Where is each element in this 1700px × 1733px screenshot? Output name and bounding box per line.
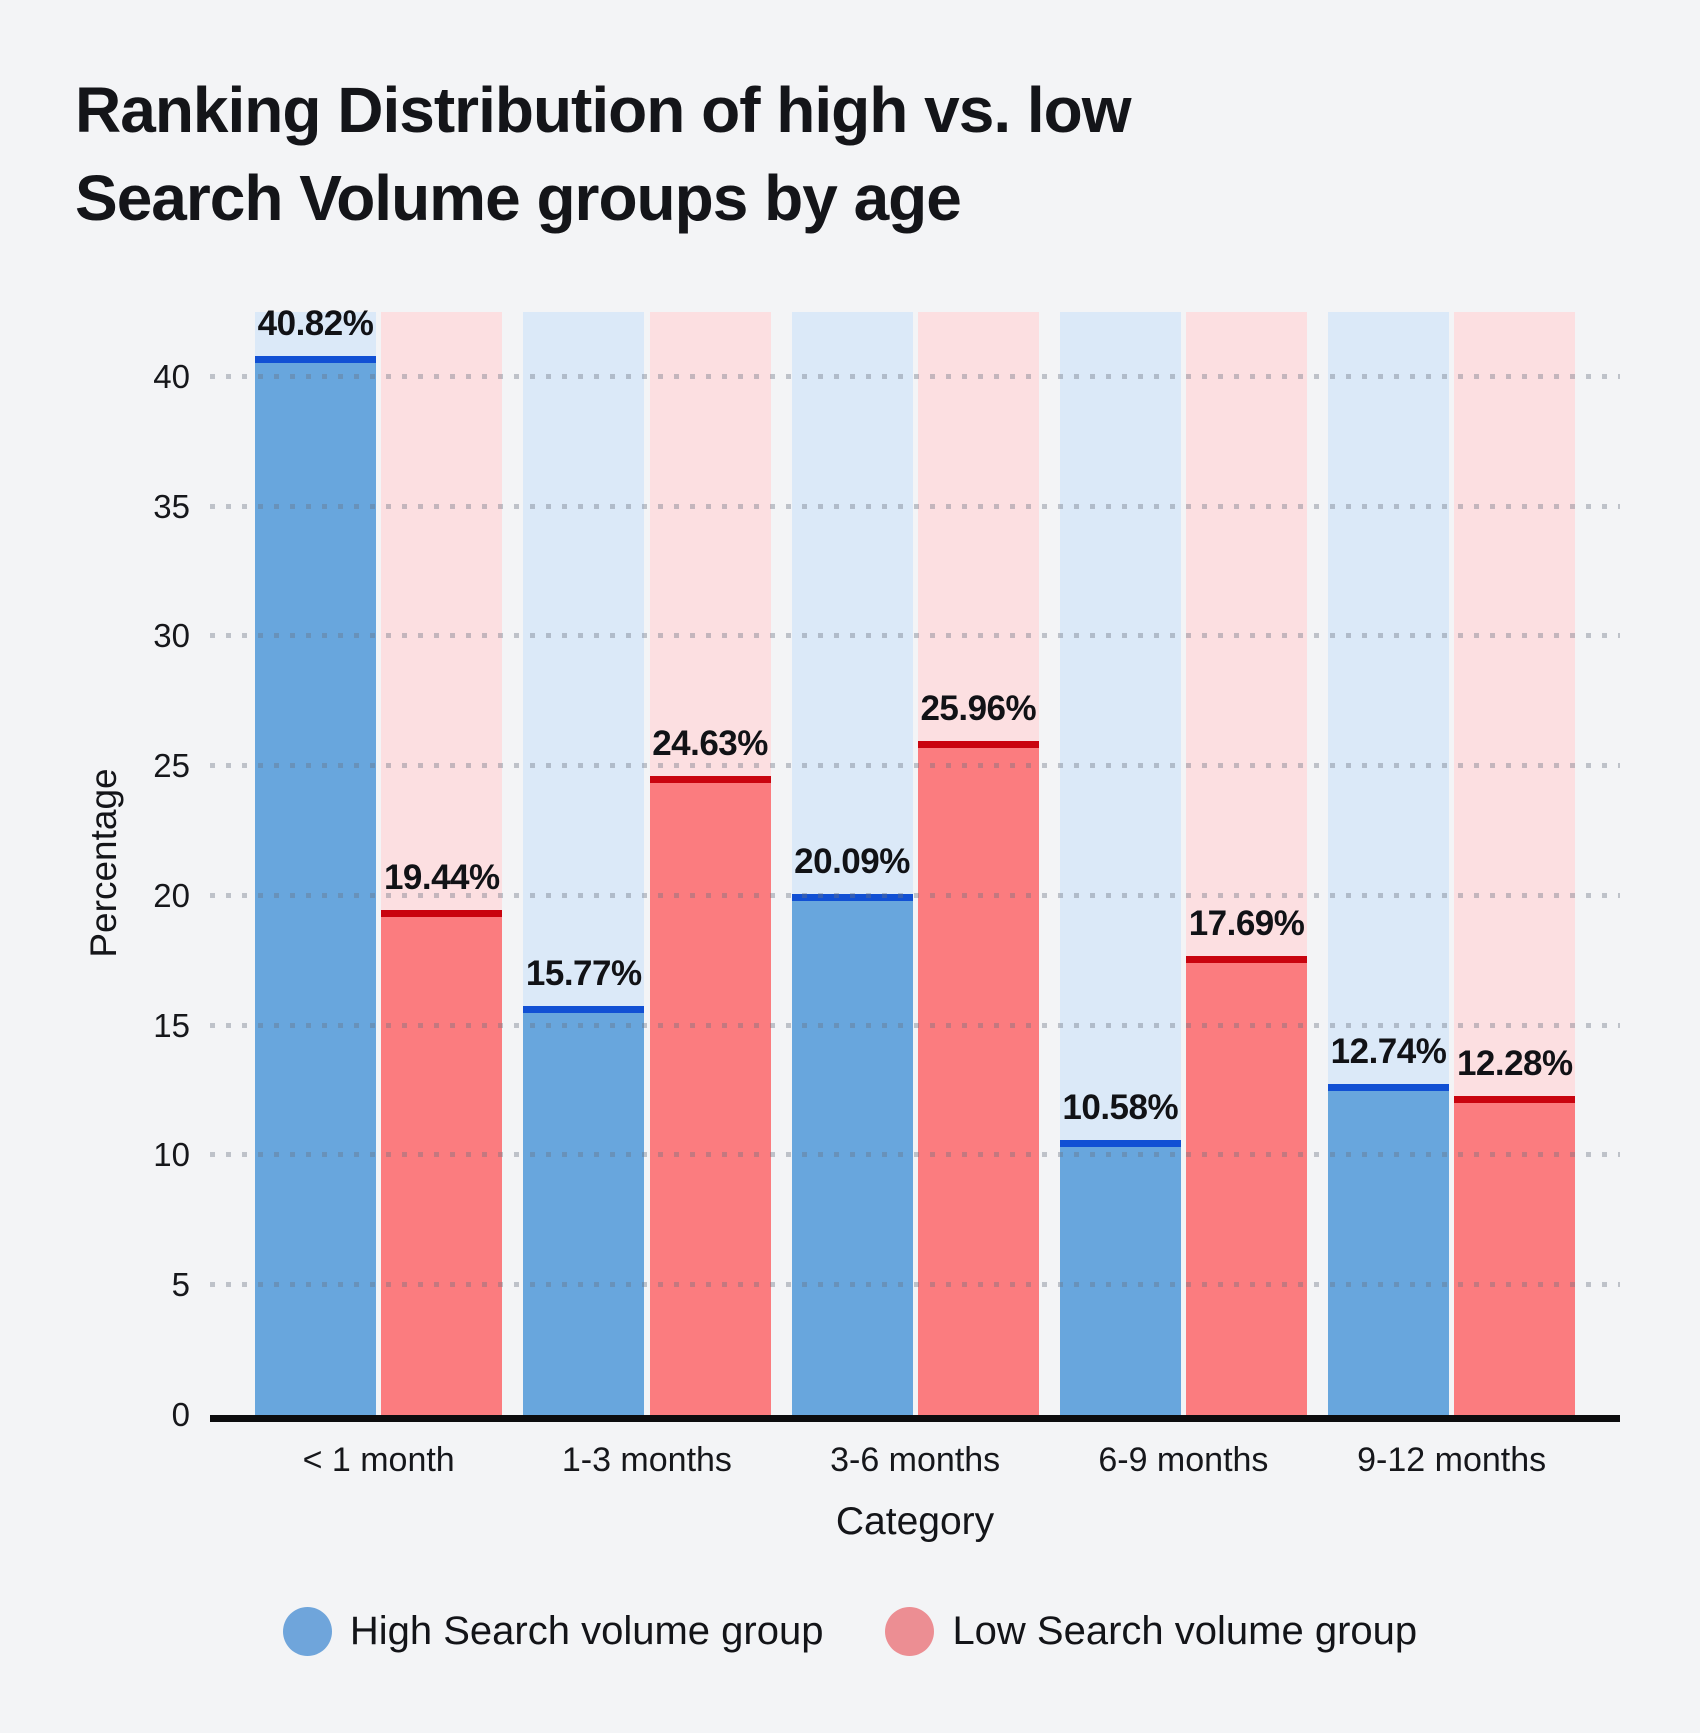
value-label-high: 12.74% <box>1330 1032 1447 1072</box>
value-label-low: 24.63% <box>652 723 768 763</box>
x-tick-label: 6-9 months <box>1098 1441 1269 1479</box>
gridline <box>210 892 1620 898</box>
value-label-high: 10.58% <box>1062 1088 1179 1128</box>
chart-title: Ranking Distribution of high vs. low Sea… <box>75 66 1375 243</box>
value-label-low: 17.69% <box>1188 903 1305 943</box>
chart-title-line-2: Search Volume groups by age <box>75 162 962 235</box>
gridline <box>210 1282 1620 1288</box>
bar-low <box>1186 955 1308 1415</box>
plot-area: 40.82% 19.44% 15.77% 24.63% 20.09% 25.96% 10.5… <box>210 304 1620 1415</box>
gridline <box>210 373 1620 379</box>
y-tick-label: 10 <box>153 1136 190 1174</box>
y-axis-title: Percentage <box>83 768 124 958</box>
y-tick-label: 20 <box>153 876 190 914</box>
y-tick-label: 35 <box>153 487 190 525</box>
x-tick-label: 1-3 months <box>561 1441 732 1479</box>
x-tick-label: < 1 month <box>302 1441 455 1479</box>
legend: High Search volume group Low Search volum… <box>0 1604 1700 1658</box>
value-label-high: 40.82% <box>257 303 374 343</box>
legend-item-label: Low Search volume group <box>952 1608 1418 1653</box>
value-label-low: 19.44% <box>383 858 500 898</box>
value-label-low: 12.28% <box>1456 1044 1573 1084</box>
gridline <box>210 1152 1620 1158</box>
x-axis-line <box>210 1415 1620 1422</box>
legend-item: High Search volume group <box>282 1606 824 1656</box>
x-tick-label: 9-12 months <box>1357 1441 1547 1479</box>
x-axis-title: Category <box>835 1500 995 1543</box>
x-tick-label: 3-6 months <box>830 1441 1001 1479</box>
bar-low <box>649 775 771 1415</box>
gridline <box>210 503 1620 509</box>
bar-high <box>791 893 913 1415</box>
y-tick-label: 25 <box>153 747 190 785</box>
value-label-low: 25.96% <box>920 689 1037 729</box>
bar-high <box>523 1005 645 1415</box>
gridline <box>210 763 1620 769</box>
legend-item-label: High Search volume group <box>349 1608 824 1653</box>
bar-low <box>1454 1096 1576 1415</box>
value-label-high: 15.77% <box>525 953 642 993</box>
y-tick-label: 5 <box>171 1266 190 1304</box>
high-series-swatch-icon <box>282 1606 332 1656</box>
gridline <box>210 633 1620 639</box>
bar-high <box>255 355 376 1415</box>
y-tick-label: 0 <box>171 1396 190 1433</box>
legend-item: Low Search volume group <box>885 1606 1418 1656</box>
low-series-swatch-icon <box>885 1606 935 1656</box>
bar-low <box>917 741 1039 1415</box>
y-tick-label: 30 <box>153 617 190 655</box>
y-tick-label: 40 <box>153 357 190 395</box>
y-tick-label: 15 <box>153 1006 190 1044</box>
chart-title-line-1: Ranking Distribution of high vs. low <box>75 74 1132 146</box>
bar-low <box>381 910 503 1415</box>
value-label-high: 20.09% <box>794 841 910 881</box>
bar-high <box>1059 1140 1181 1415</box>
bar-high <box>1328 1084 1449 1415</box>
gridline <box>210 1022 1620 1028</box>
